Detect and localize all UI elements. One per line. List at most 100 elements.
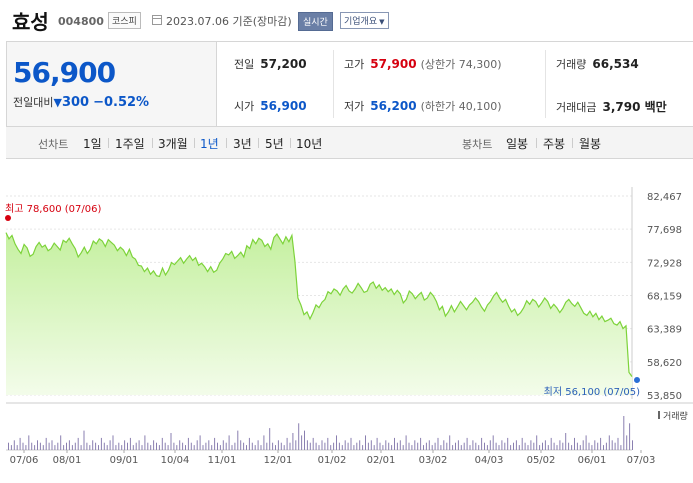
volume-bar [60,435,62,450]
current-price: 56,900 [13,56,116,89]
volume-bar [614,442,616,450]
y-tick-label: 63,389 [647,325,682,336]
volume-bar [463,442,465,450]
tab-3m[interactable]: 3개월 [158,137,188,151]
volume: 거래량 66,534 [556,56,639,72]
extreme-markers: 최고 78,600 (07/06) 최저 56,100 (07/05) [5,203,640,398]
volume-bar [536,435,538,450]
volume-legend-icon [658,411,660,419]
y-tick-label: 68,159 [647,292,682,303]
tab-10y[interactable]: 10년 [296,137,323,151]
volume-bar [608,435,610,450]
volume-bar [518,445,520,450]
x-tick-label: 09/01 [110,455,139,466]
x-tick-label: 10/04 [161,455,190,466]
volume-bar [475,442,477,450]
volume-bar [542,442,543,450]
volume-bar [153,440,155,450]
line-chart-label: 선차트 [38,138,69,151]
change-row: 전일대비▼300 −0.52% [13,94,149,110]
volume-bar [527,445,529,450]
volume-bar [86,442,88,450]
volume-bar [205,442,207,450]
volume-bar [472,440,474,450]
x-tick-label: 12/01 [264,455,293,466]
volume-bar [37,440,38,450]
tab-1w[interactable]: 1주일 [115,137,145,151]
volume-bar [22,442,24,450]
volume-bar [80,445,82,450]
volume-bar [135,442,137,450]
volume-bar [280,442,282,450]
y-axis: 82,467 77,698 72,928 68,159 63,389 58,620 53,8… [647,192,682,402]
stock-code: 004800 [58,15,104,28]
x-axis: 07/06 08/01 09/01 10/04 11/01 12/01 01/02 02/01… [10,450,655,466]
realtime-button[interactable]: 실시간 [298,12,333,31]
volume-bar [28,435,30,450]
volume-bar [283,445,285,450]
volume-bar [414,440,416,450]
volume-bar [417,442,419,450]
volume-bar [124,440,126,450]
header: 효성 004800 코스피 2023.07.06 기준(장마감) 실시간 기업개… [0,0,693,40]
volume-bar [164,442,166,450]
volume-bar [588,442,590,450]
market-badge: 코스피 [108,12,141,29]
volume-bar [370,440,372,450]
volume-bar [362,445,364,450]
tab-5y[interactable]: 5년 [265,137,284,151]
volume-bar [341,445,343,450]
down-arrow-icon: ▼ [53,96,62,109]
volume-bar [225,442,227,450]
tab-3y[interactable]: 3년 [233,137,252,151]
volume-bar [594,440,596,450]
volume-bar [582,440,584,450]
low-label: 저가 [344,100,365,113]
volume-bar [309,442,311,450]
tab-separator [152,138,153,148]
volume-bar [63,445,65,450]
tab-1y[interactable]: 1년 [200,137,219,151]
volume-bar [452,445,454,450]
volume-bar [129,437,131,450]
volume-bar [510,445,512,450]
volume-bar [156,442,157,450]
volume-bar [434,442,436,450]
volume-bar [486,445,488,450]
tab-weekly-candle[interactable]: 주봉 [543,137,566,151]
volume-bar [501,440,503,450]
y-tick-label: 77,698 [647,225,682,236]
volume-bar [260,445,262,450]
volume-bar [89,445,91,450]
company-overview-button[interactable]: 기업개요 ▼ [340,12,389,29]
amount-value: 3,790 백만 [602,100,667,114]
volume-bar [603,445,604,450]
volume-bar [399,440,401,450]
volume-bar [539,445,541,450]
volume-bar [237,430,239,450]
x-tick-label: 08/01 [53,455,82,466]
calendar-icon [152,15,162,25]
volume-bar [277,440,279,450]
price-chart: 82,467 77,698 72,928 68,159 63,389 58,620 53,8… [5,187,693,466]
tab-1d[interactable]: 1일 [83,137,102,151]
volume-bar [611,440,613,450]
volume-bar [321,440,323,450]
tab-daily-candle[interactable]: 일봉 [506,137,529,151]
volume-bar [71,445,73,450]
volume-bar [597,442,599,450]
volume-bar [219,445,221,450]
volume-bar [187,437,189,450]
volume-bar [605,442,607,450]
x-tick-label: 02/01 [367,455,396,466]
volume-bar [121,445,123,450]
volume-bar [109,440,111,450]
volume-bar [92,440,94,450]
volume-bar [492,435,494,450]
tab-monthly-candle[interactable]: 월봉 [579,137,602,151]
volume-bar [591,445,593,450]
volume-bar [275,445,276,450]
volume-bar [292,433,294,450]
company-overview-label: 기업개요 [344,17,378,27]
volume-bar [425,442,427,450]
